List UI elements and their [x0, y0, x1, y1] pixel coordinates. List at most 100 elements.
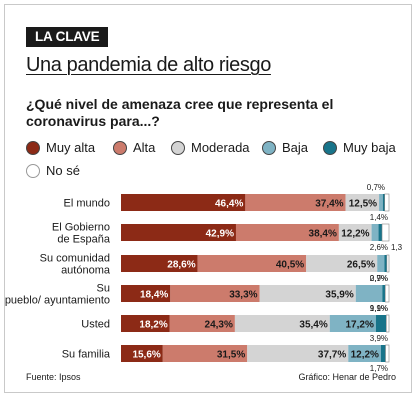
bar-segment-no-se: [385, 344, 390, 363]
source-note: Fuente: Ipsos: [26, 372, 81, 382]
bar-segment-baja: [377, 255, 385, 272]
data-label: 42,9%: [206, 229, 234, 240]
bar-segment-baja: [329, 315, 376, 332]
category-label: pueblo/ ayuntamiento: [5, 295, 110, 307]
legend-label: Baja: [282, 140, 309, 155]
bar-segment-muy-alta: [121, 315, 170, 332]
data-label: 28,6%: [167, 260, 195, 271]
data-label: 31,5%: [217, 350, 245, 361]
chart-question: ¿Qué nivel de amenaza cree que represent…: [26, 96, 334, 129]
data-label: 0,7%: [367, 183, 385, 192]
category-label: Su: [97, 283, 110, 295]
data-label: 12,2%: [341, 229, 369, 240]
data-label: 38,4%: [309, 229, 337, 240]
bar-segment-muy-alta: [121, 224, 236, 241]
bar-segment-moderada: [345, 194, 380, 211]
data-label: 2,7%: [370, 274, 388, 283]
bar-segment-moderada: [247, 345, 349, 362]
data-label: 18,4%: [140, 290, 168, 301]
bar-segment-alta: [235, 224, 339, 241]
bar-segment-muy-baja: [382, 285, 386, 302]
category-label: Su familia: [62, 349, 111, 361]
data-label: 17,2%: [346, 320, 374, 331]
bar-segment-no-se: [384, 284, 390, 303]
bar-segment-muy-alta: [121, 285, 171, 302]
legend-item-baja: Baja: [262, 140, 308, 155]
data-label: 1,1%: [370, 304, 388, 313]
data-label: 33,3%: [229, 290, 257, 301]
bar-segment-moderada: [306, 255, 378, 272]
data-label: 9,9%: [370, 304, 388, 313]
bar-segment-baja: [371, 224, 379, 241]
data-label: 37,7%: [318, 350, 346, 361]
bar-segment-muy-baja: [378, 224, 383, 241]
bar-segment-no-se: [381, 223, 390, 242]
bar-segment-baja: [379, 194, 383, 211]
data-label: 12,5%: [349, 199, 377, 210]
data-label: 35,4%: [299, 320, 327, 331]
legend-item-no-se: No sé: [26, 163, 80, 178]
bar-segment-muy-baja: [384, 255, 387, 272]
bar-segment-no-se: [386, 254, 390, 273]
category-label: El mundo: [64, 198, 110, 210]
bar-segment-alta: [197, 255, 307, 272]
data-label: 0,9%: [370, 274, 388, 283]
bar-segment-moderada: [234, 315, 330, 332]
category-label: autónoma: [61, 265, 111, 277]
credit-note: Gráfico: Henar de Pedro: [298, 372, 396, 382]
bar-segment-moderada: [338, 224, 372, 241]
category-label: El Gobierno: [52, 222, 110, 234]
bar-segment-alta: [245, 194, 346, 211]
bar-segment-alta: [162, 345, 248, 362]
data-label: 1,4%: [370, 213, 388, 222]
data-label: 18,2%: [139, 320, 167, 331]
data-label: 37,4%: [315, 199, 343, 210]
legend-swatch-moderada: [171, 140, 185, 155]
legend-item-muy-alta: Muy alta: [26, 140, 95, 155]
legend-label: Moderada: [191, 140, 250, 155]
legend-label: Muy baja: [343, 140, 396, 155]
data-label: 1,7%: [370, 364, 388, 373]
bar-segment-alta: [169, 315, 235, 332]
legend-label: Muy alta: [46, 140, 96, 155]
bar-segment-muy-baja: [382, 194, 385, 211]
legend-label: Alta: [133, 140, 156, 155]
category-label: Usted: [81, 319, 110, 331]
data-label: 1,3: [391, 243, 403, 252]
legend-label: No sé: [46, 163, 80, 178]
data-label: 26,5%: [347, 260, 375, 271]
bar-segment-muy-baja: [375, 315, 387, 332]
legend-item-moderada: Moderada: [171, 140, 250, 155]
bar-segment-moderada: [259, 285, 356, 302]
data-label: 12,2%: [351, 350, 379, 361]
legend-item-muy-baja: Muy baja: [323, 140, 396, 155]
data-label: 2,6%: [370, 243, 388, 252]
legend-item-alta: Alta: [113, 140, 155, 155]
chart-frame: [4, 4, 412, 393]
data-label: 24,3%: [205, 320, 233, 331]
data-label: 15,6%: [132, 350, 160, 361]
data-label: 40,5%: [276, 260, 304, 271]
kicker-label: LA CLAVE: [26, 27, 109, 47]
bar-segment-baja: [348, 345, 381, 362]
bar-segment-no-se: [386, 314, 390, 333]
bar-segment-no-se: [384, 193, 390, 212]
category-label: de España: [57, 234, 110, 246]
bar-segment-muy-alta: [121, 194, 246, 211]
legend-swatch-baja: [262, 140, 276, 155]
data-label: 3,9%: [370, 334, 388, 343]
legend-swatch-no-se: [26, 163, 40, 178]
bar-segment-alta: [170, 285, 260, 302]
legend-swatch-muy-alta: [26, 140, 40, 155]
bar-segment-muy-alta: [121, 345, 163, 362]
legend-swatch-alta: [113, 140, 127, 155]
category-label: Su comunidad: [40, 253, 110, 265]
bar-segment-muy-baja: [380, 345, 386, 362]
data-label: 35,9%: [325, 290, 353, 301]
legend-swatch-muy-baja: [323, 140, 337, 155]
bar-segment-baja: [355, 285, 383, 302]
bar-segment-muy-alta: [121, 255, 198, 272]
page-title: Una pandemia de alto riesgo: [26, 54, 271, 76]
data-label: 46,4%: [215, 199, 243, 210]
